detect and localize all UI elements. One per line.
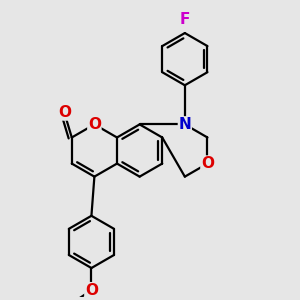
Text: N: N [178, 117, 191, 132]
Text: O: O [88, 117, 101, 132]
Text: O: O [85, 283, 98, 298]
Text: O: O [201, 156, 214, 171]
Text: O: O [58, 105, 71, 120]
Text: F: F [180, 13, 190, 28]
